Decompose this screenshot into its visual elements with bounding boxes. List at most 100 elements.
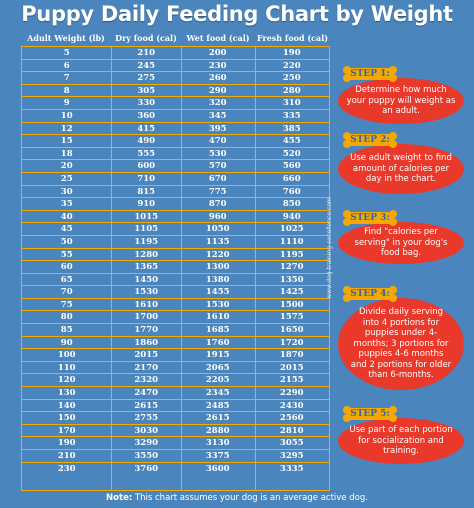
table-row: 25 710 670 660: [22, 173, 329, 186]
cell-dry: 1195: [134, 236, 159, 247]
cell-weight: 50: [60, 236, 73, 247]
cell-weight: 210: [57, 451, 76, 461]
table-row: 75 1610 1530 1500: [22, 299, 329, 312]
cell-fresh: 520: [282, 148, 301, 159]
cell-fresh: 2430: [279, 400, 304, 411]
cell-wet: 1610: [205, 312, 230, 323]
cell-dry: 2170: [134, 362, 159, 373]
column-header-weight: Adult Weight (lb): [27, 33, 105, 43]
table-row: 190 3290 3130 3055: [22, 437, 329, 450]
cell-wet: 290: [208, 85, 227, 96]
cell-dry: 1610: [134, 299, 159, 310]
cell-dry: 2320: [134, 375, 159, 386]
cell-wet: 260: [208, 73, 227, 84]
cell-fresh: 560: [282, 161, 301, 172]
cell-fresh: 1870: [279, 350, 304, 361]
cell-fresh: 1025: [279, 224, 304, 235]
column-divider: [111, 46, 112, 491]
cell-fresh: 310: [282, 98, 301, 109]
table-row: 110 2170 2065 2015: [22, 362, 329, 375]
cell-dry: 3550: [134, 451, 159, 461]
cell-dry: 2615: [134, 400, 159, 411]
cell-dry: 210: [137, 48, 156, 58]
cell-wet: 2345: [205, 388, 230, 399]
cell-wet: 570: [208, 161, 227, 172]
cell-fresh: 2290: [279, 388, 304, 399]
cell-fresh: 280: [282, 85, 301, 96]
cell-dry: 2015: [134, 350, 159, 361]
cell-fresh: 1650: [279, 325, 304, 336]
cell-dry: 910: [137, 199, 156, 210]
cell-weight: 140: [57, 400, 76, 411]
cell-dry: 2470: [134, 388, 159, 399]
cell-weight: 75: [60, 299, 73, 310]
table-grid: [21, 46, 330, 491]
cell-fresh: 250: [282, 73, 301, 84]
cell-weight: 65: [60, 274, 73, 285]
cell-weight: 130: [57, 388, 76, 399]
cell-weight: 18: [60, 148, 73, 159]
cell-weight: 60: [60, 262, 73, 273]
cell-dry: 2755: [134, 413, 159, 424]
cell-wet: 3600: [205, 463, 230, 474]
cell-dry: 1770: [134, 325, 159, 336]
cell-weight: 40: [60, 211, 73, 222]
table-row: 60 1365 1300 1270: [22, 261, 329, 274]
cell-weight: 30: [60, 186, 73, 197]
note-text: This chart assumes your dog is an averag…: [132, 493, 368, 503]
table-row: 10 360 345 335: [22, 110, 329, 123]
cell-fresh: 190: [282, 48, 301, 58]
table-row: 50 1195 1135 1110: [22, 236, 329, 249]
table-row: 40 1015 960 940: [22, 211, 329, 224]
cell-fresh: 385: [282, 123, 301, 134]
step-1-label: STEP 1:: [350, 69, 390, 79]
step-4: Divide daily serving into 4 portions for…: [338, 286, 466, 390]
table-row: 140 2615 2485 2430: [22, 400, 329, 413]
step-3-bubble: Find "calories per serving" in your dog'…: [338, 222, 464, 264]
cell-dry: 555: [137, 148, 156, 159]
cell-weight: 100: [57, 350, 76, 361]
table-row: 85 1770 1685 1650: [22, 324, 329, 337]
bone-icon: [342, 66, 398, 82]
cell-weight: 170: [57, 425, 76, 436]
bone-icon: [342, 210, 398, 226]
cell-weight: 85: [60, 325, 73, 336]
cell-fresh: 1575: [279, 312, 304, 323]
cell-wet: 1050: [205, 224, 230, 235]
table-row: 18 555 530 520: [22, 148, 329, 161]
table-row: 65 1450 1380 1350: [22, 274, 329, 287]
cell-dry: 1105: [134, 224, 159, 235]
step-5-label: STEP 5:: [350, 409, 390, 419]
table-row: 6 245 230 220: [22, 60, 329, 73]
cell-wet: 200: [208, 48, 227, 58]
table-row: 45 1105 1050 1025: [22, 223, 329, 236]
cell-weight: 150: [57, 413, 76, 424]
cell-dry: 1280: [134, 249, 159, 260]
cell-weight: 90: [60, 337, 73, 348]
cell-fresh: 2155: [279, 375, 304, 386]
cell-fresh: 660: [282, 173, 301, 184]
table-row: 15 490 470 455: [22, 135, 329, 148]
cell-weight: 120: [57, 375, 76, 386]
cell-wet: 1685: [205, 325, 230, 336]
website-text: www.dog-training-excellence.com: [326, 197, 333, 299]
step-1-bubble: Determine how much your puppy will weigh…: [338, 78, 464, 124]
table-row: 35 910 870 850: [22, 198, 329, 211]
cell-wet: 870: [208, 199, 227, 210]
table-row: 170 3030 2880 2810: [22, 425, 329, 438]
cell-dry: 3760: [134, 463, 159, 474]
table-row: 70 1530 1455 1425: [22, 286, 329, 299]
table-row: 7 275 260 250: [22, 72, 329, 85]
step-5-bubble: Use part of each portion for socializati…: [338, 418, 464, 464]
cell-dry: 1450: [134, 274, 159, 285]
cell-dry: 1700: [134, 312, 159, 323]
cell-wet: 3130: [205, 438, 230, 449]
cell-dry: 815: [137, 186, 156, 197]
table-row: 120 2320 2205 2155: [22, 374, 329, 388]
cell-wet: 1760: [205, 337, 230, 348]
cell-weight: 80: [60, 312, 73, 323]
cell-dry: 1530: [134, 287, 159, 298]
cell-wet: 3375: [205, 451, 230, 461]
cell-weight: 110: [57, 362, 76, 373]
page-title: Puppy Daily Feeding Chart by Weight: [21, 2, 453, 26]
